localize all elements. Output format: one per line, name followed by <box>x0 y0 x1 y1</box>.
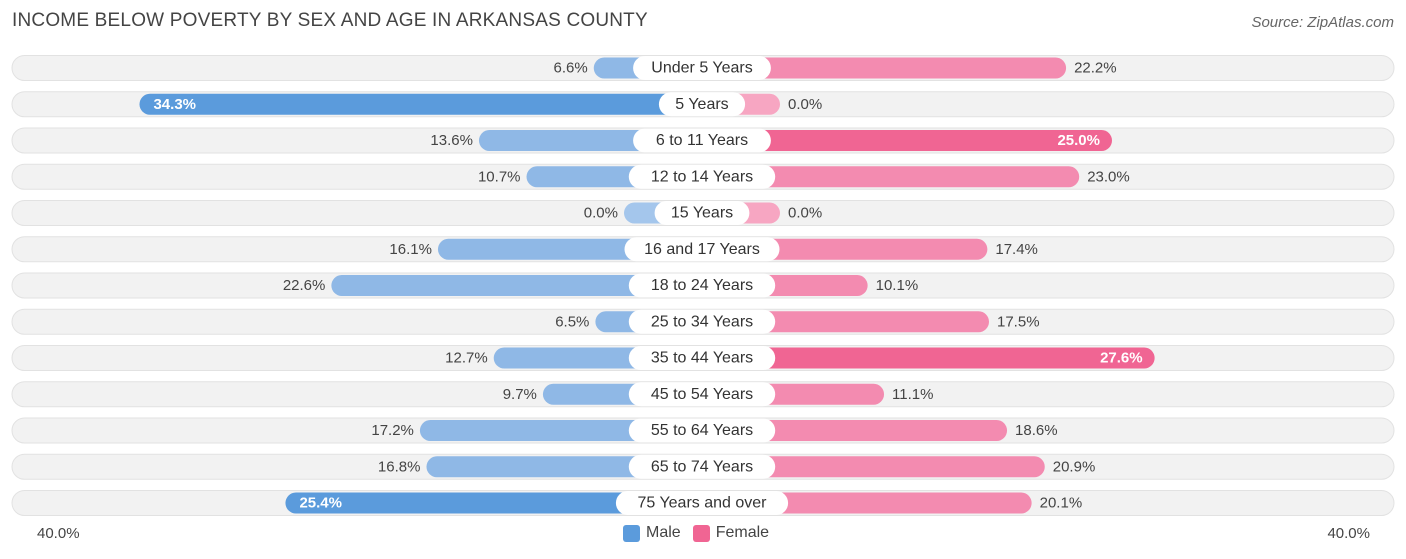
legend-label-male: Male <box>646 524 681 541</box>
value-label-female: 17.5% <box>997 313 1040 330</box>
category-label: 18 to 24 Years <box>651 277 753 294</box>
category-pill <box>628 454 776 479</box>
legend-item-male: Male <box>623 524 681 542</box>
category-label: 65 to 74 Years <box>651 458 753 475</box>
legend: Male Female <box>623 524 781 542</box>
bar-male <box>331 275 702 296</box>
value-label-male: 6.6% <box>554 60 588 77</box>
category-label: 5 Years <box>675 96 728 113</box>
value-label-female: 20.1% <box>1040 495 1083 512</box>
value-label-male: 16.8% <box>378 458 421 475</box>
value-label-male: 17.2% <box>371 422 414 439</box>
category-pill <box>628 309 776 334</box>
bar-female <box>702 420 1008 441</box>
legend-item-female: Female <box>692 524 770 542</box>
value-label-female: 11.1% <box>892 386 933 403</box>
legend-swatch-male <box>623 524 640 542</box>
value-label-female: 25.0% <box>1057 132 1100 149</box>
value-label-male: 10.7% <box>478 168 521 185</box>
value-label-male: 25.4% <box>299 495 342 512</box>
value-label-female: 0.0% <box>788 205 822 222</box>
category-label: 45 to 54 Years <box>651 386 753 403</box>
category-pill <box>624 237 780 262</box>
value-label-female: 20.9% <box>1053 458 1096 475</box>
category-pill <box>615 491 789 515</box>
category-label: 25 to 34 Years <box>651 313 753 330</box>
legend-label-female: Female <box>715 524 770 541</box>
category-label: Under 5 Years <box>651 60 752 77</box>
bar-female <box>702 347 1155 369</box>
value-label-male: 22.6% <box>283 277 326 294</box>
category-pill <box>628 346 776 370</box>
bar-female <box>702 57 1067 79</box>
category-pill <box>628 382 776 407</box>
category-label: 35 to 44 Years <box>651 350 753 367</box>
category-label: 12 to 14 Years <box>651 168 753 185</box>
chart-title: INCOME BELOW POVERTY BY SEX AND AGE IN A… <box>12 10 648 31</box>
value-label-female: 18.6% <box>1015 422 1058 439</box>
axis-right-label: 40.0% <box>1327 525 1370 542</box>
category-label: 15 Years <box>671 205 733 222</box>
bar-male <box>139 93 703 115</box>
value-label-female: 10.1% <box>876 277 919 294</box>
bar-female <box>702 456 1045 478</box>
value-label-male: 6.5% <box>555 313 589 330</box>
value-label-male: 12.7% <box>445 350 488 367</box>
category-pill <box>628 273 776 298</box>
value-label-female: 0.0% <box>788 96 822 113</box>
value-label-female: 27.6% <box>1100 350 1143 367</box>
category-label: 55 to 64 Years <box>651 422 753 439</box>
value-label-male: 16.1% <box>389 241 432 258</box>
bar-male <box>285 492 702 514</box>
category-pill <box>633 128 771 153</box>
bar-female <box>702 166 1080 188</box>
category-pill <box>654 201 750 225</box>
category-pill <box>628 164 776 189</box>
value-label-male: 34.3% <box>153 96 196 113</box>
category-label: 6 to 11 Years <box>656 132 748 149</box>
axis-left-label: 40.0% <box>37 525 80 542</box>
category-pill <box>658 92 746 117</box>
value-label-male: 0.0% <box>584 205 618 222</box>
value-label-female: 22.2% <box>1074 60 1117 77</box>
value-label-female: 17.4% <box>995 241 1038 258</box>
category-pill <box>628 418 776 443</box>
category-label: 16 and 17 Years <box>644 241 760 258</box>
value-label-male: 13.6% <box>430 132 473 149</box>
legend-swatch-female <box>692 524 710 542</box>
category-label: 75 Years and over <box>638 495 768 512</box>
value-label-female: 23.0% <box>1087 168 1130 185</box>
value-label-male: 9.7% <box>503 386 537 403</box>
category-pill <box>633 56 771 80</box>
bar-female <box>702 130 1112 151</box>
chart-source: Source: ZipAtlas.com <box>1251 14 1394 31</box>
